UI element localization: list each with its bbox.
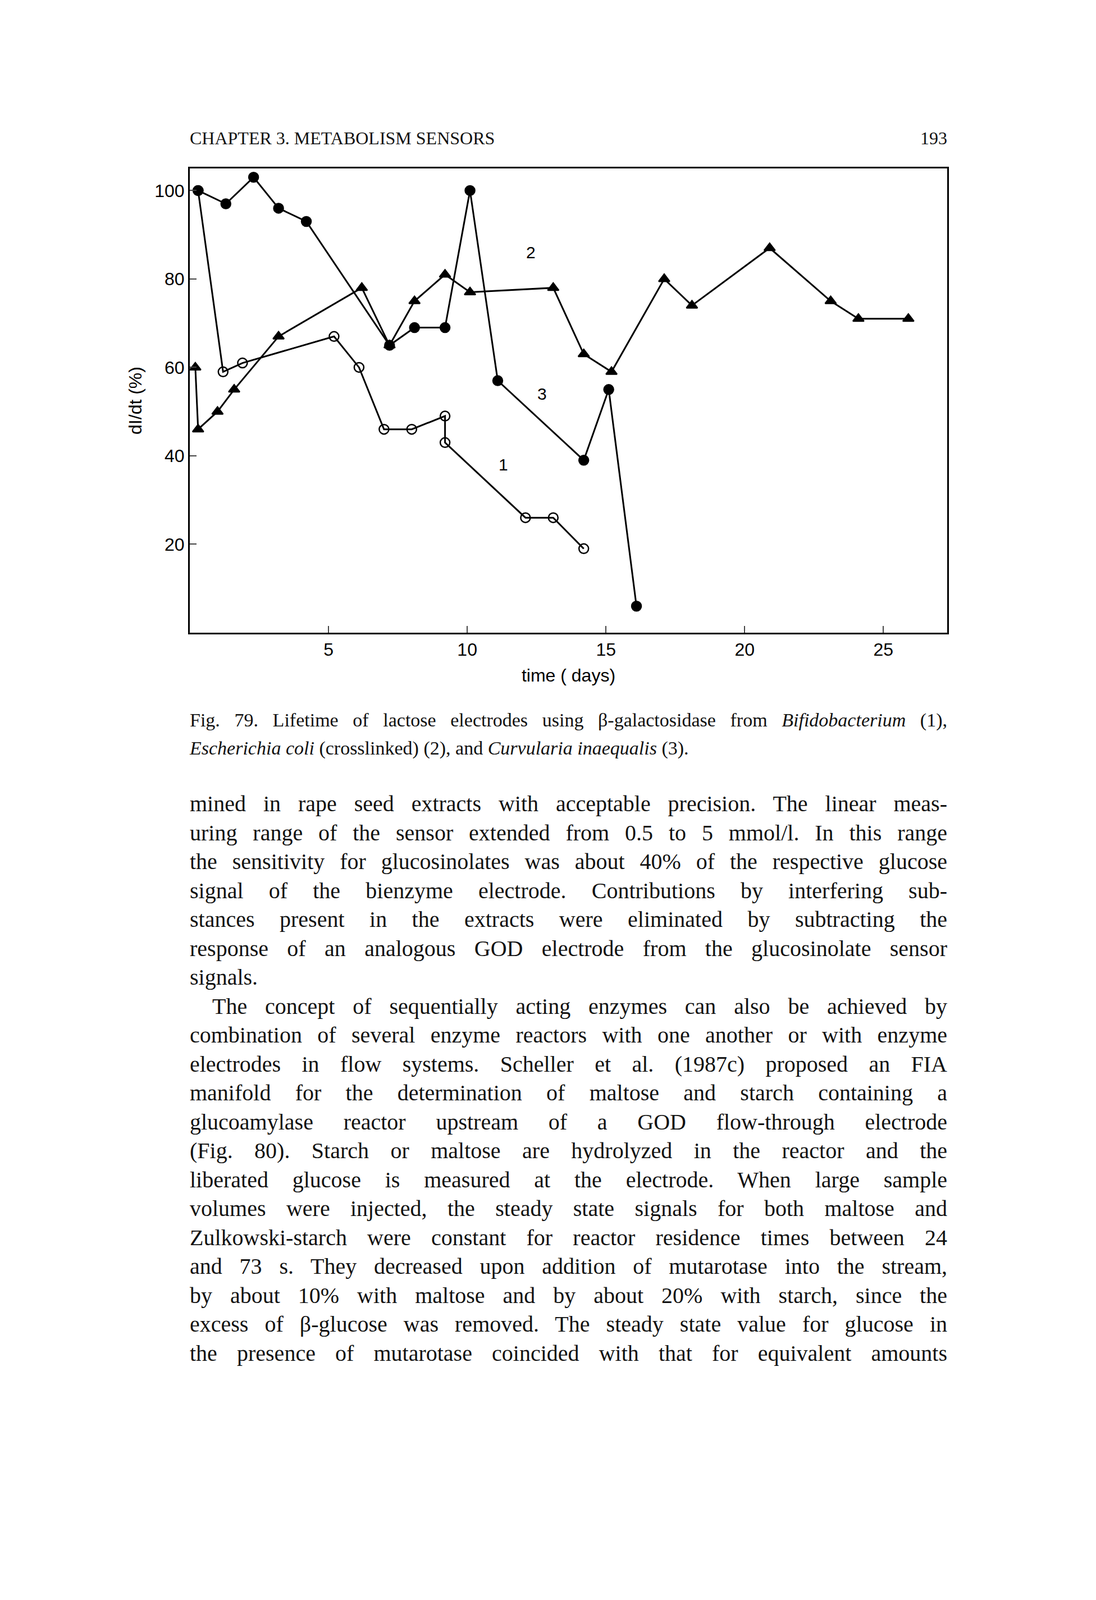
html-text:electrodes in flow systems. Sc: electrodes in flow systems. Scheller et … xyxy=(189,1051,948,1077)
svg-text:40: 40 xyxy=(164,445,185,467)
svg-text:80: 80 xyxy=(164,268,185,290)
html-text:liberated glucose is measured: liberated glucose is measured at the ele… xyxy=(189,1167,948,1193)
svg-text:dI/dt (%): dI/dt (%) xyxy=(125,366,146,435)
html-text:The concept of sequentially ac: The concept of sequentially acting enzym… xyxy=(212,993,948,1019)
html-text:CHAPTER 3. METABOLISM SENSORS: CHAPTER 3. METABOLISM SENSORS xyxy=(189,128,495,149)
html-text:signals.: signals. xyxy=(189,964,258,990)
svg-text:5: 5 xyxy=(323,639,334,660)
html-text:response of an analogous GOD e: response of an analogous GOD electrode f… xyxy=(189,935,948,961)
svg-text:20: 20 xyxy=(164,534,185,555)
html-text:by about 10% with maltose and: by about 10% with maltose and by about 2… xyxy=(189,1282,948,1308)
svg-text:1: 1 xyxy=(498,455,509,474)
svg-text:3: 3 xyxy=(537,384,547,404)
html-text:Escherichia coli (crosslinked): Escherichia coli (crosslinked) (2), and … xyxy=(189,737,689,759)
html-text:signal of the bienzyme electro: signal of the bienzyme electrode. Contri… xyxy=(189,877,948,904)
html-text:uring range of the sensor exte: uring range of the sensor extended from … xyxy=(189,820,948,846)
html-text:mined in rape seed extracts wi: mined in rape seed extracts with accepta… xyxy=(189,791,948,817)
html-text:the sensitivity for glucosinol: the sensitivity for glucosinolates was a… xyxy=(189,848,948,875)
svg-text:2: 2 xyxy=(526,243,536,262)
html-text:manifold for the determination: manifold for the determination of maltos… xyxy=(189,1080,948,1106)
svg-text:25: 25 xyxy=(873,639,894,660)
svg-text:60: 60 xyxy=(164,357,185,378)
html-text:volumes were injected, the ste: volumes were injected, the steady state … xyxy=(189,1195,948,1222)
svg-text:10: 10 xyxy=(457,639,478,660)
html-text:and 73 s. They decreased upon: and 73 s. They decreased upon addition o… xyxy=(189,1253,948,1280)
html-text:193: 193 xyxy=(920,128,948,149)
html-text:(Fig. 80). Starch or maltose a: (Fig. 80). Starch or maltose are hydroly… xyxy=(189,1138,948,1164)
html-text:stances present in the extract: stances present in the extracts were eli… xyxy=(189,906,948,933)
html-text:excess of β-glucose was remove: excess of β-glucose was removed. The ste… xyxy=(189,1311,948,1337)
html-text:Fig. 79. Lifetime of lactose e: Fig. 79. Lifetime of lactose electrodes … xyxy=(189,709,948,731)
html-text:Zulkowski-starch were constant: Zulkowski-starch were constant for react… xyxy=(189,1224,948,1251)
svg-text:100: 100 xyxy=(154,180,185,202)
svg-text:time ( days): time ( days) xyxy=(521,665,616,686)
svg-text:15: 15 xyxy=(595,639,616,660)
svg-text:20: 20 xyxy=(734,639,755,660)
html-text:glucoamylase reactor upstream: glucoamylase reactor upstream of a GOD f… xyxy=(189,1109,948,1135)
html-text:combination of several enzyme: combination of several enzyme reactors w… xyxy=(189,1022,948,1048)
html-text:the presence of mutarotase coi: the presence of mutarotase coincided wit… xyxy=(189,1340,948,1366)
